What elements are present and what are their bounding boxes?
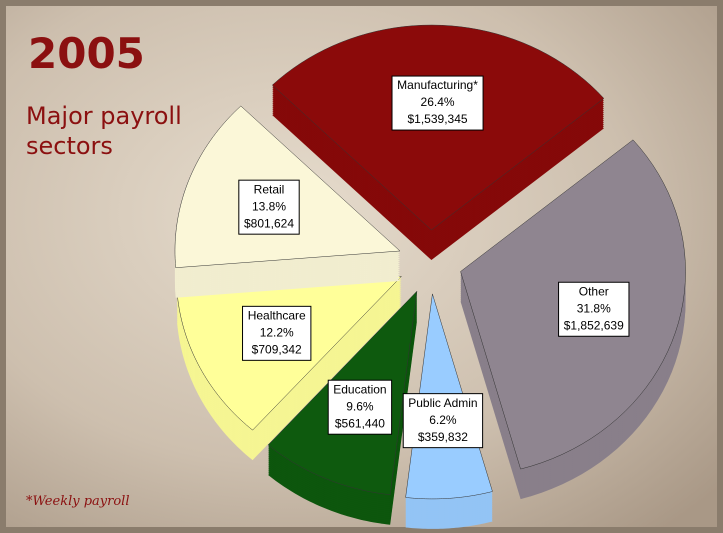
chart-subtitle: Major payroll [26, 102, 182, 130]
label-category: Manufacturing* [397, 78, 478, 92]
value-label: 31.8% [577, 301, 611, 315]
amount-label: $1,852,639 [564, 318, 624, 332]
label-category: Public Admin [408, 396, 477, 410]
footnote: *Weekly payroll [26, 494, 129, 509]
amount-label: $1,539,345 [408, 112, 468, 126]
page: 2005 Major payroll sectors *Weekly payro… [0, 0, 723, 533]
chart: 2005 Major payroll sectors *Weekly payro… [0, 0, 723, 533]
amount-label: $801,624 [244, 216, 294, 230]
label-category: Education [333, 382, 386, 396]
amount-label: $561,440 [335, 416, 385, 430]
value-label: 6.2% [429, 413, 457, 427]
label-category: Healthcare [248, 309, 306, 323]
label-category: Retail [254, 182, 285, 196]
chart-subtitle: sectors [26, 132, 113, 160]
label-category: Other [579, 284, 609, 298]
chart-title: 2005 [28, 29, 145, 78]
value-label: 9.6% [346, 399, 374, 413]
value-label: 26.4% [421, 95, 455, 109]
amount-label: $709,342 [252, 343, 302, 357]
value-label: 13.8% [252, 199, 286, 213]
amount-label: $359,832 [418, 430, 468, 444]
value-label: 12.2% [260, 326, 294, 340]
